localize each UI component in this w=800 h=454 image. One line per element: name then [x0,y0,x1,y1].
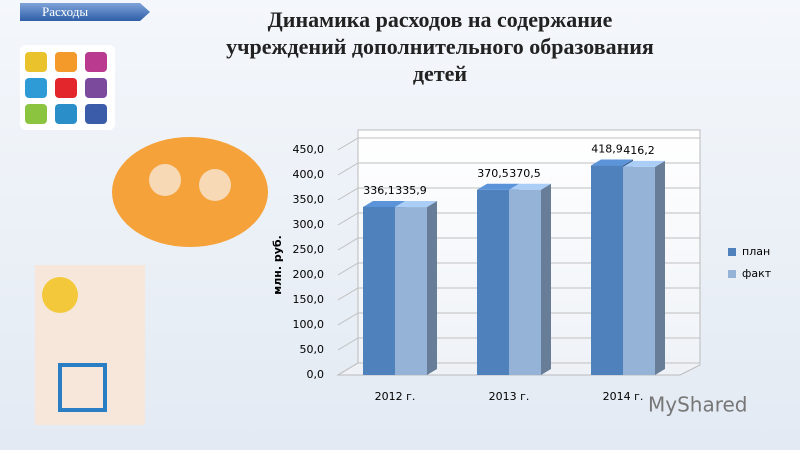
bar-top [363,200,405,207]
y-tick-label: 100,0 [293,318,325,331]
legend-label: план [742,245,770,258]
value-label: 335,9 [395,184,427,197]
bar [509,189,541,375]
value-label: 370,5 [509,167,541,180]
y-tick-label: 200,0 [293,268,325,281]
icon [85,104,107,124]
picture-detail [199,169,231,201]
bar-top [477,183,519,190]
icon [55,78,77,98]
tab-label: Расходы [42,4,88,19]
bar-top [509,183,551,190]
value-label: 336,1 [363,184,395,197]
x-tick-label: 2012 г. [375,390,416,403]
bar-top [623,160,665,167]
grid-line [337,362,700,376]
bar [477,189,509,375]
icon [55,52,77,72]
chart-title: детей [413,61,467,86]
value-label: 370,5 [477,167,509,180]
bar [623,166,655,375]
bar [395,207,427,375]
icon [55,104,77,124]
grid-line [337,287,700,301]
grid-line [337,187,700,201]
watermark: MyShared [648,393,748,417]
y-tick-label: 300,0 [293,218,325,231]
bar-top [395,201,437,208]
legend-swatch [728,270,736,278]
picture-detail [58,363,107,412]
bar-side [655,160,665,375]
y-tick-label: 400,0 [293,168,325,181]
picture-detail [149,164,181,196]
chart-title: учреждений дополнительного образования [226,34,654,59]
y-tick-label: 150,0 [293,293,325,306]
y-axis-label: млн. руб. [271,235,284,295]
kids-picture [112,137,268,247]
icon [25,78,47,98]
y-tick-label: 50,0 [300,343,325,356]
grid-line [337,312,700,326]
legend-swatch [728,248,736,256]
icon [25,104,47,124]
value-label: 418,9 [591,143,623,156]
picture-detail [42,277,78,313]
grid-line [337,337,700,351]
bar-side [541,183,551,375]
x-tick-label: 2014 г. [603,390,644,403]
chart-title: Динамика расходов на содержание [268,7,613,32]
bar [591,165,623,375]
value-label: 416,2 [623,144,655,157]
x-tick-label: 2013 г. [489,390,530,403]
icon [85,78,107,98]
grid-line [337,137,700,151]
tab-shape [20,3,150,21]
bar-top [591,159,633,166]
grid-line [337,262,700,276]
legend-label: факт [742,267,772,280]
y-tick-label: 250,0 [293,243,325,256]
icon [85,52,107,72]
y-tick-label: 450,0 [293,143,325,156]
bar [363,206,395,375]
grid-line [337,212,700,226]
y-tick-label: 0,0 [307,368,325,381]
y-tick-label: 350,0 [293,193,325,206]
bar-side [427,201,437,375]
grid-line [337,237,700,251]
icon [25,52,47,72]
grid-line [337,162,700,176]
